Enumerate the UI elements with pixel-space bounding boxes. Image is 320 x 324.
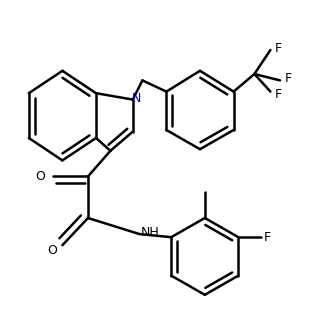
Text: F: F — [275, 88, 282, 101]
Text: F: F — [285, 72, 292, 85]
Text: N: N — [131, 91, 141, 105]
Text: F: F — [264, 231, 271, 244]
Text: O: O — [35, 170, 45, 183]
Text: O: O — [48, 244, 58, 257]
Text: NH: NH — [141, 226, 160, 239]
Text: F: F — [275, 42, 282, 55]
